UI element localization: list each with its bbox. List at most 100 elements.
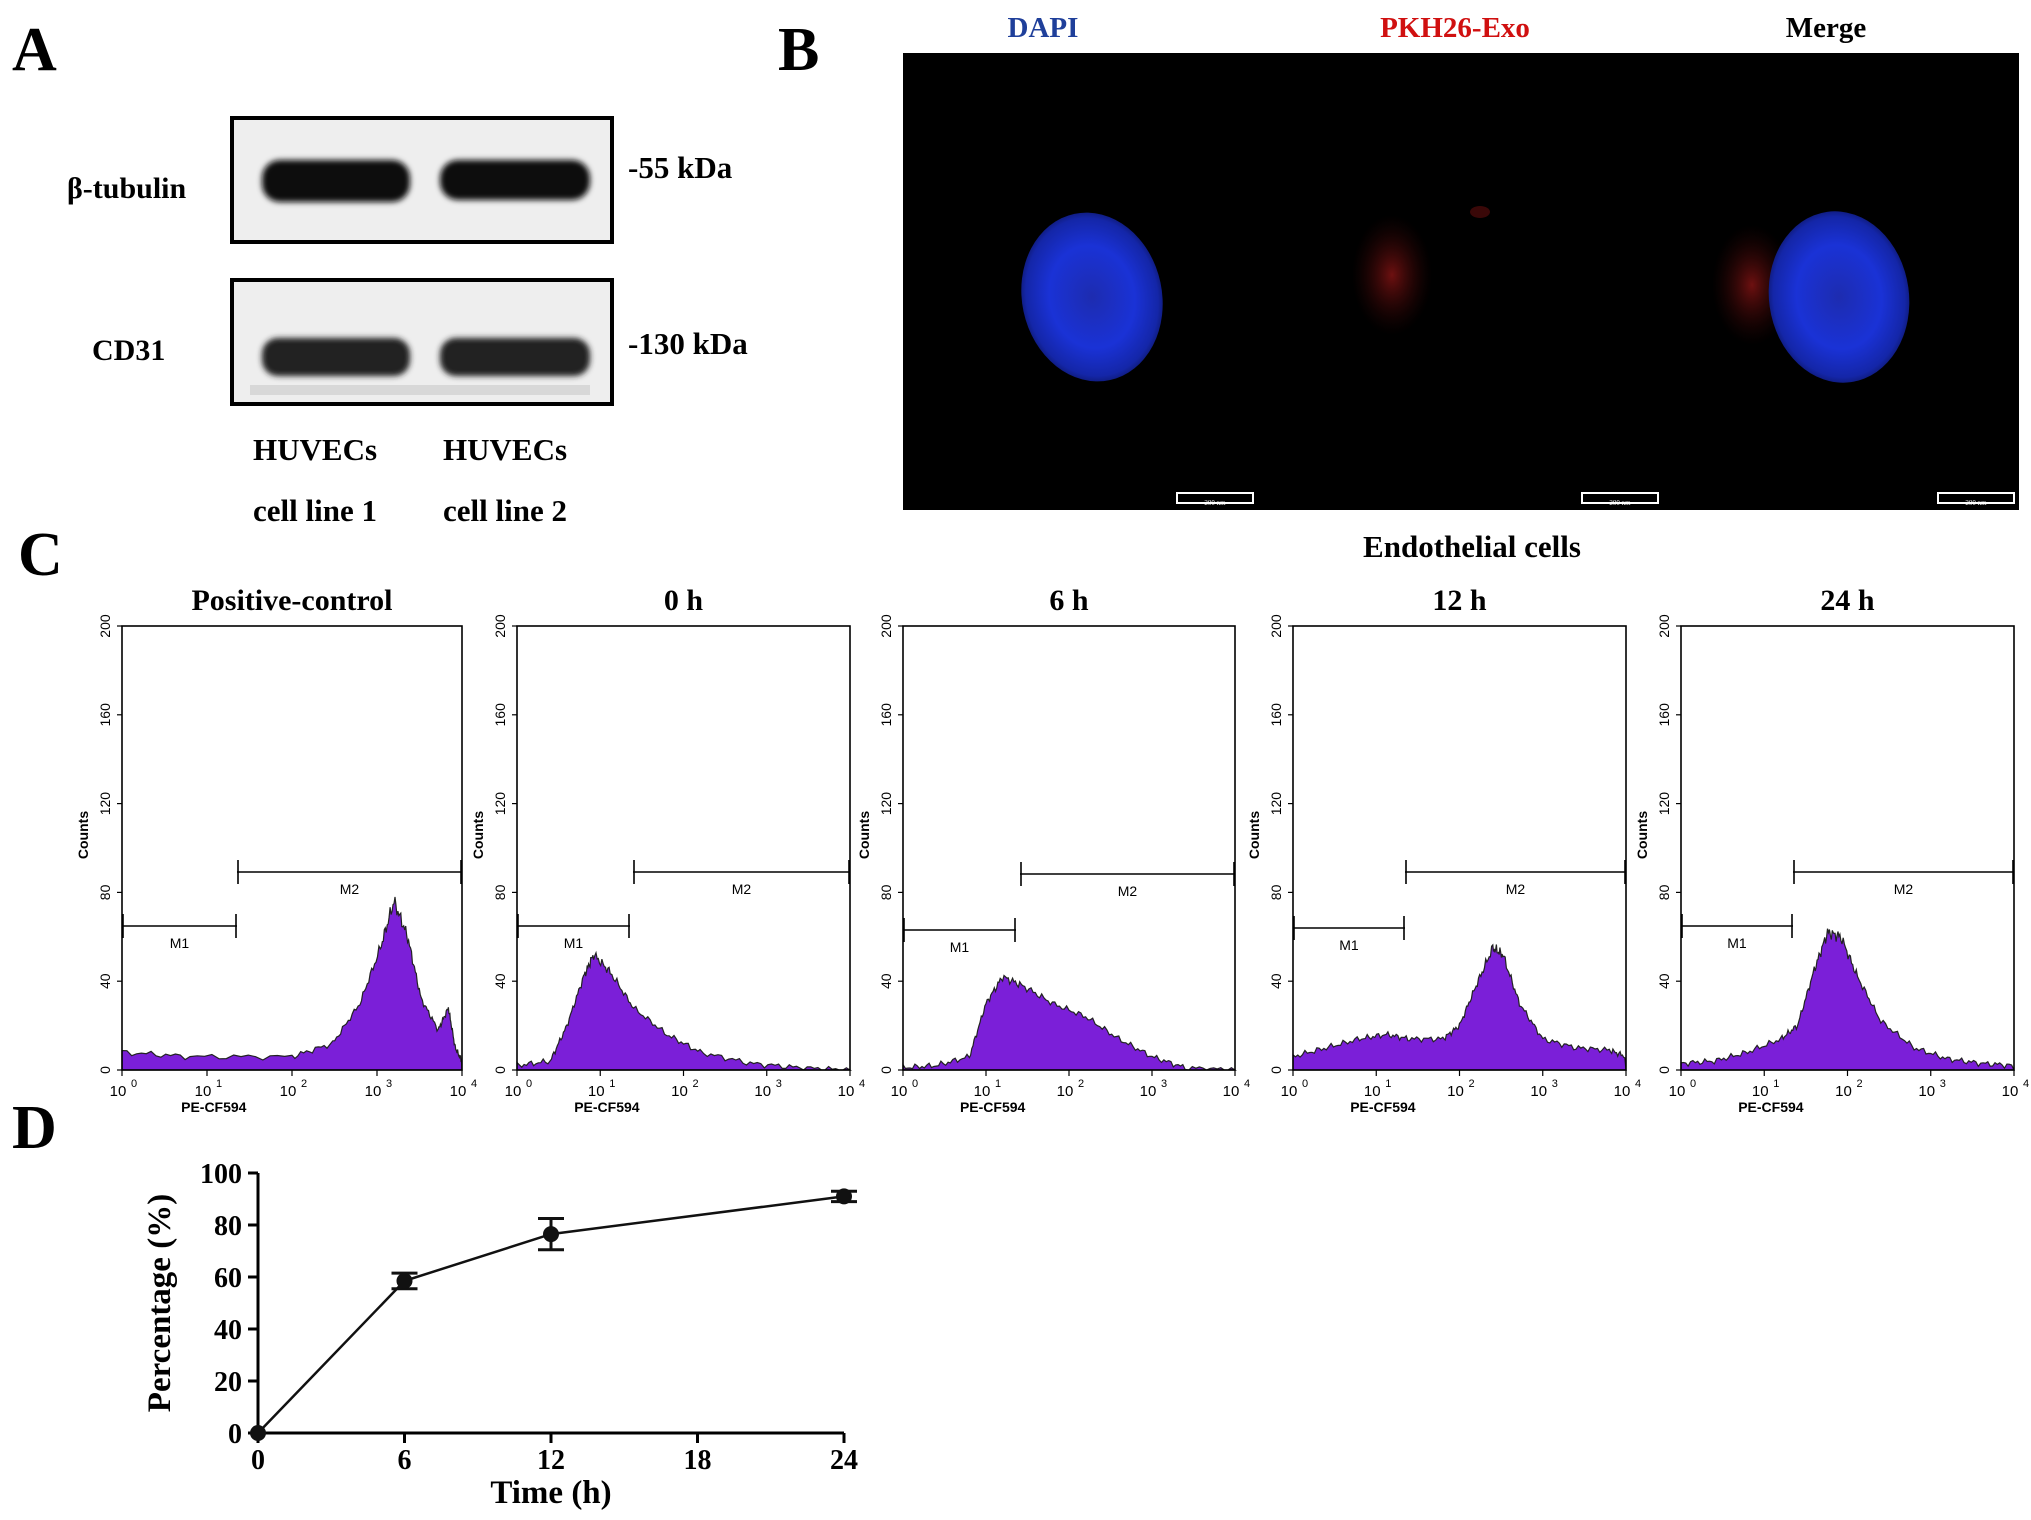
flow-ytick-label: 80 (1268, 884, 1284, 900)
gate-m1: M1 (517, 914, 630, 951)
flow-xtick-exponent: 1 (995, 1078, 1001, 1090)
blot-band (440, 338, 590, 376)
flow-xtick-exponent: 0 (912, 1078, 918, 1090)
gate-label: M1 (1727, 935, 1747, 951)
channel-label-merge: Merge (1786, 12, 1867, 44)
blot-cd31 (230, 278, 614, 406)
flow-ylabel: Counts (856, 811, 872, 859)
flow-xtick-label: 10 (1223, 1083, 1240, 1100)
flow-ytick-label: 40 (97, 973, 113, 989)
blot-beta-tubulin (230, 116, 614, 244)
flow-xtick-exponent: 0 (526, 1078, 532, 1090)
flow-xtick-exponent: 0 (1690, 1078, 1696, 1090)
flow-xtick-label: 10 (1364, 1083, 1381, 1100)
flow-xtick-exponent: 2 (1857, 1078, 1863, 1090)
flow-xtick-label: 10 (450, 1083, 467, 1100)
flow-xtick-label: 10 (1669, 1083, 1686, 1100)
flow-plot-title: 0 h (664, 584, 704, 617)
flow-xlabel: PE-CF594 (960, 1099, 1026, 1115)
y-tick-label: 40 (214, 1315, 242, 1346)
panel-b-caption: Endothelial cells (1363, 529, 1581, 564)
gate-m2: M2 (1020, 862, 1235, 899)
data-point (543, 1226, 559, 1243)
flow-xtick-label: 10 (1918, 1083, 1935, 1100)
flow-plot-title: 24 h (1820, 584, 1875, 617)
flow-ytick-label: 160 (1268, 703, 1284, 727)
scale-bar: 200 nm (1176, 492, 1254, 507)
flow-xtick-exponent: 0 (131, 1078, 137, 1090)
flow-xtick-exponent: 3 (776, 1078, 782, 1090)
flow-plot-title: 12 h (1432, 584, 1487, 617)
flow-ylabel: Counts (1634, 811, 1650, 859)
gate-label: M2 (340, 881, 360, 897)
flow-ytick-label: 40 (878, 973, 894, 989)
flow-plot-frame (516, 625, 851, 1071)
flow-ytick-label: 0 (97, 1066, 113, 1074)
uptake-line-chart: 0 20 40 60 80 100 0 6 12 18 24 Time (h) Percentage (… (142, 1159, 858, 1511)
flow-xtick-label: 10 (838, 1083, 855, 1100)
flow-xtick-label: 10 (754, 1083, 771, 1100)
flow-xtick-exponent: 3 (1940, 1078, 1946, 1090)
data-point (250, 1425, 266, 1441)
flow-xtick-exponent: 4 (1244, 1078, 1250, 1090)
flow-plot-4: 24 h 0 40 80 120 160 200 Counts 10 0 10 1 10 2 10 3 10 4 P… (1634, 584, 2029, 1115)
gate-label: M1 (170, 935, 190, 951)
blot-band (262, 160, 410, 202)
flow-ylabel: Counts (470, 811, 486, 859)
gate-label: M1 (1339, 937, 1359, 953)
kda-label-55: -55 kDa (628, 150, 733, 185)
flow-xtick-exponent: 3 (386, 1078, 392, 1090)
gate-label: M2 (732, 881, 752, 897)
gate-label: M1 (564, 935, 584, 951)
flow-ytick-label: 120 (1656, 792, 1672, 816)
flow-ytick-label: 200 (1268, 614, 1284, 638)
gate-m1: M1 (903, 918, 1016, 955)
flow-ytick-label: 120 (97, 792, 113, 816)
panel-b-letter: B (778, 16, 819, 84)
flow-ytick-label: 200 (97, 614, 113, 638)
x-axis-label: Time (h) (490, 1475, 611, 1511)
flow-xtick-exponent: 1 (1385, 1078, 1391, 1090)
flow-ytick-label: 160 (1656, 703, 1672, 727)
row-label-beta-tubulin: β-tubulin (67, 172, 187, 205)
y-tick-label: 20 (214, 1367, 242, 1398)
flow-plot-frame (1292, 625, 1627, 1071)
gate-m2: M2 (1405, 860, 1626, 897)
flow-xtick-label: 10 (891, 1083, 908, 1100)
flow-xtick-label: 10 (365, 1083, 382, 1100)
flow-xtick-label: 10 (1752, 1083, 1769, 1100)
flow-ytick-label: 160 (878, 703, 894, 727)
flow-xtick-exponent: 2 (301, 1078, 307, 1090)
svg-text:200 nm: 200 nm (1965, 499, 1987, 507)
dapi-nucleus (1021, 212, 1163, 382)
flow-xtick-exponent: 1 (216, 1078, 222, 1090)
kda-label-130: -130 kDa (628, 326, 748, 361)
gate-label: M2 (1118, 883, 1138, 899)
y-tick-label: 80 (214, 1211, 242, 1242)
gate-m1: M1 (1681, 914, 1793, 951)
x-tick-label: 0 (251, 1445, 265, 1476)
flow-ytick-label: 160 (97, 703, 113, 727)
flow-plot-3: 12 h 0 40 80 120 160 200 Counts 10 0 10 1 10 2 10 3 10 4 P… (1246, 584, 1641, 1115)
svg-text:200 nm: 200 nm (1204, 499, 1226, 507)
flow-xtick-exponent: 3 (1161, 1078, 1167, 1090)
panel-c: C Positive-control04080120160200Counts10… (18, 521, 2029, 1115)
flow-xtick-exponent: 4 (471, 1078, 477, 1090)
flow-xtick-label: 10 (1057, 1083, 1074, 1100)
lane-label-2-line1: HUVECs (443, 432, 567, 467)
gate-label: M2 (1506, 881, 1526, 897)
flow-xtick-label: 10 (1614, 1083, 1631, 1100)
flow-plot-1: 0 h 0 40 80 120 160 200 Counts 10 0 10 1 10 2 10 3 10 4 PE… (470, 584, 865, 1115)
flow-xtick-label: 10 (505, 1083, 522, 1100)
flow-xtick-exponent: 0 (1302, 1078, 1308, 1090)
flow-xtick-label: 10 (1447, 1083, 1464, 1100)
flow-xtick-exponent: 1 (609, 1078, 615, 1090)
flow-xtick-exponent: 4 (859, 1078, 865, 1090)
row-label-cd31: CD31 (92, 334, 165, 367)
flow-xlabel: PE-CF594 (181, 1099, 247, 1115)
flow-ytick-label: 80 (1656, 884, 1672, 900)
flow-xtick-label: 10 (1281, 1083, 1298, 1100)
flow-xlabel: PE-CF594 (574, 1099, 640, 1115)
flow-xtick-label: 10 (280, 1083, 297, 1100)
